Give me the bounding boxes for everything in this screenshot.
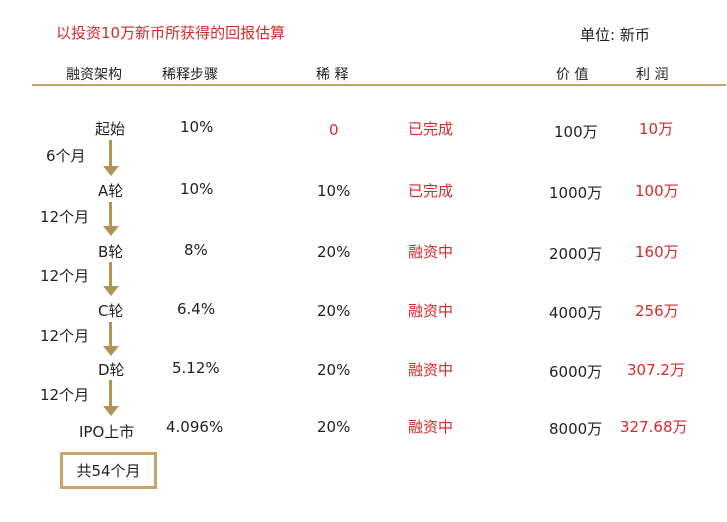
down-arrow-icon bbox=[103, 262, 119, 296]
total-duration-box: 共54个月 bbox=[60, 452, 157, 489]
valuation-value: 8000万 bbox=[549, 420, 603, 438]
interval-label: 12个月 bbox=[40, 267, 90, 285]
profit-value: 256万 bbox=[635, 302, 679, 320]
status-label: 融资中 bbox=[408, 302, 454, 320]
header-dilution-step: 稀释步骤 bbox=[162, 67, 218, 83]
total-duration-label: 共54个月 bbox=[76, 462, 141, 480]
stage-label: C轮 bbox=[98, 302, 124, 320]
valuation-value: 2000万 bbox=[549, 245, 603, 263]
profit-value: 327.68万 bbox=[620, 418, 688, 436]
header-value: 价 值 bbox=[556, 67, 589, 83]
unit-label: 单位: 新币 bbox=[580, 26, 650, 44]
status-label: 已完成 bbox=[408, 182, 454, 200]
stage-label: D轮 bbox=[98, 361, 125, 379]
valuation-value: 6000万 bbox=[549, 363, 603, 381]
stage-label: A轮 bbox=[98, 182, 124, 200]
status-label: 融资中 bbox=[408, 243, 454, 261]
interval-label: 12个月 bbox=[40, 327, 90, 345]
interval-label: 12个月 bbox=[40, 208, 90, 226]
dilution-step-value: 10% bbox=[180, 180, 214, 198]
profit-value: 10万 bbox=[639, 120, 674, 138]
dilution-value: 20% bbox=[317, 418, 351, 436]
status-label: 融资中 bbox=[408, 361, 454, 379]
header-divider bbox=[32, 84, 726, 86]
page-title: 以投资10万新币所获得的回报估算 bbox=[56, 24, 286, 42]
valuation-value: 4000万 bbox=[549, 304, 603, 322]
profit-value: 307.2万 bbox=[627, 361, 685, 379]
valuation-value: 1000万 bbox=[549, 184, 603, 202]
down-arrow-icon bbox=[103, 140, 119, 176]
stage-label: 起始 bbox=[95, 120, 126, 138]
down-arrow-icon bbox=[103, 202, 119, 236]
header-structure: 融资架构 bbox=[66, 67, 122, 83]
dilution-step-value: 10% bbox=[180, 118, 214, 136]
dilution-value: 0 bbox=[329, 121, 339, 139]
down-arrow-icon bbox=[103, 322, 119, 356]
status-label: 融资中 bbox=[408, 418, 454, 436]
dilution-value: 20% bbox=[317, 361, 351, 379]
dilution-step-value: 8% bbox=[184, 241, 208, 259]
dilution-step-value: 5.12% bbox=[172, 359, 220, 377]
stage-label: B轮 bbox=[98, 243, 124, 261]
dilution-value: 20% bbox=[317, 243, 351, 261]
profit-value: 100万 bbox=[635, 182, 679, 200]
profit-value: 160万 bbox=[635, 243, 679, 261]
interval-label: 12个月 bbox=[40, 386, 90, 404]
down-arrow-icon bbox=[103, 380, 119, 416]
valuation-value: 100万 bbox=[554, 123, 598, 141]
interval-label: 6个月 bbox=[46, 147, 86, 165]
status-label: 已完成 bbox=[408, 120, 454, 138]
stage-label: IPO上市 bbox=[79, 423, 135, 441]
header-dilution: 稀 释 bbox=[316, 67, 349, 83]
dilution-value: 10% bbox=[317, 182, 351, 200]
dilution-step-value: 6.4% bbox=[177, 300, 216, 318]
dilution-value: 20% bbox=[317, 302, 351, 320]
dilution-step-value: 4.096% bbox=[166, 418, 224, 436]
header-profit: 利 润 bbox=[636, 67, 669, 83]
